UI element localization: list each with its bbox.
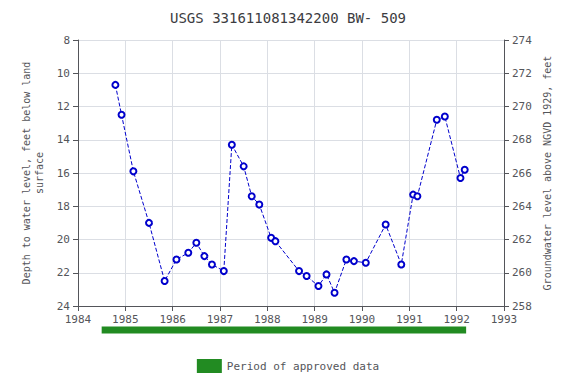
svg-text:258: 258 [512,300,532,313]
svg-text:22: 22 [57,266,70,279]
svg-text:262: 262 [512,233,532,246]
svg-text:1990: 1990 [349,313,376,326]
svg-text:20: 20 [57,233,70,246]
svg-text:1989: 1989 [301,313,328,326]
svg-text:274: 274 [512,34,532,47]
svg-text:14: 14 [57,133,71,146]
svg-text:260: 260 [512,266,532,279]
svg-text:10: 10 [57,67,70,80]
svg-text:16: 16 [57,167,70,180]
svg-text:surface: surface [34,152,45,194]
svg-text:Groundwater level above NGVD 1: Groundwater level above NGVD 1929, feet [542,56,553,291]
svg-text:272: 272 [512,67,532,80]
svg-text:1992: 1992 [443,313,470,326]
svg-text:Period of approved data: Period of approved data [227,360,379,373]
svg-text:268: 268 [512,133,532,146]
svg-text:USGS 331611081342200 BW- 509: USGS 331611081342200 BW- 509 [170,10,406,26]
svg-text:266: 266 [512,167,532,180]
svg-text:24: 24 [57,300,71,313]
svg-text:1988: 1988 [254,313,281,326]
svg-text:1993: 1993 [491,313,518,326]
svg-text:8: 8 [63,34,70,47]
svg-text:12: 12 [57,100,70,113]
svg-text:1986: 1986 [159,313,186,326]
svg-text:264: 264 [512,200,532,213]
svg-text:Depth to water level, feet bel: Depth to water level, feet below land [21,62,32,285]
svg-text:18: 18 [57,200,70,213]
svg-text:270: 270 [512,100,532,113]
svg-text:1984: 1984 [65,313,92,326]
svg-text:1985: 1985 [112,313,139,326]
svg-text:1987: 1987 [207,313,234,326]
svg-text:1991: 1991 [396,313,423,326]
